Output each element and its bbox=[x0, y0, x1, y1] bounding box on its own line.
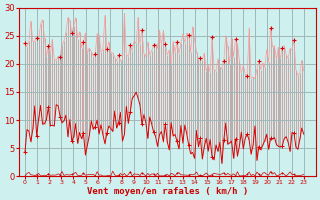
X-axis label: Vent moyen/en rafales ( km/h ): Vent moyen/en rafales ( km/h ) bbox=[87, 187, 248, 196]
